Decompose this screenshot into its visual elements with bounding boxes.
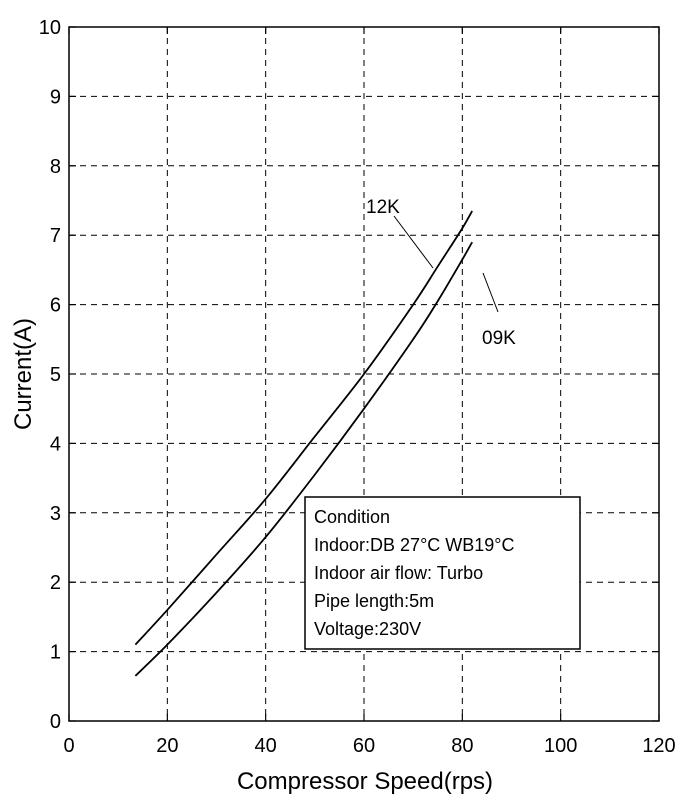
x-tick-label: 0 (63, 735, 74, 757)
y-tick-label: 5 (50, 364, 61, 386)
y-tick-label: 7 (50, 225, 61, 247)
y-tick-label: 8 (50, 156, 61, 178)
y-tick-label: 9 (50, 86, 61, 108)
y-axis-title: Current(A) (10, 318, 37, 430)
x-tick-label: 40 (255, 735, 277, 757)
y-tick-label: 4 (50, 433, 61, 455)
x-tick-labels: 0 20 40 60 80 100 120 (63, 735, 675, 757)
y-tick-label: 1 (50, 642, 61, 664)
leader-line-12k (393, 215, 434, 269)
tick-marks (68, 26, 660, 722)
condition-line: Condition (314, 507, 390, 527)
series-label-09k: 09K (482, 328, 516, 349)
y-tick-label: 3 (50, 503, 61, 525)
condition-line: Indoor air flow: Turbo (314, 563, 483, 583)
y-tick-label: 0 (50, 711, 61, 733)
condition-line: Pipe length:5m (314, 591, 434, 611)
y-tick-label: 6 (50, 295, 61, 317)
x-tick-label: 20 (156, 735, 178, 757)
series-annotations: 12K 09K (366, 197, 516, 349)
condition-box: Condition Indoor:DB 27°C WB19°C Indoor a… (304, 496, 581, 650)
condition-line: Voltage:230V (314, 619, 421, 639)
y-tick-label: 10 (39, 17, 61, 39)
x-tick-label: 120 (642, 735, 675, 757)
series-line-12k (134, 210, 473, 646)
condition-line: Indoor:DB 27°C WB19°C (314, 535, 514, 555)
series-lines (134, 210, 473, 677)
condition-box-frame (304, 496, 581, 650)
y-tick-label: 2 (50, 572, 61, 594)
x-tick-label: 100 (544, 735, 577, 757)
series-line-09k (134, 241, 473, 677)
y-tick-labels: 0 1 2 3 4 5 6 7 8 9 10 (39, 17, 61, 733)
series-label-12k: 12K (366, 197, 400, 218)
x-tick-label: 60 (353, 735, 375, 757)
x-axis-title: Compressor Speed(rps) (237, 768, 493, 795)
leader-line-09k (482, 272, 499, 313)
x-tick-label: 80 (451, 735, 473, 757)
